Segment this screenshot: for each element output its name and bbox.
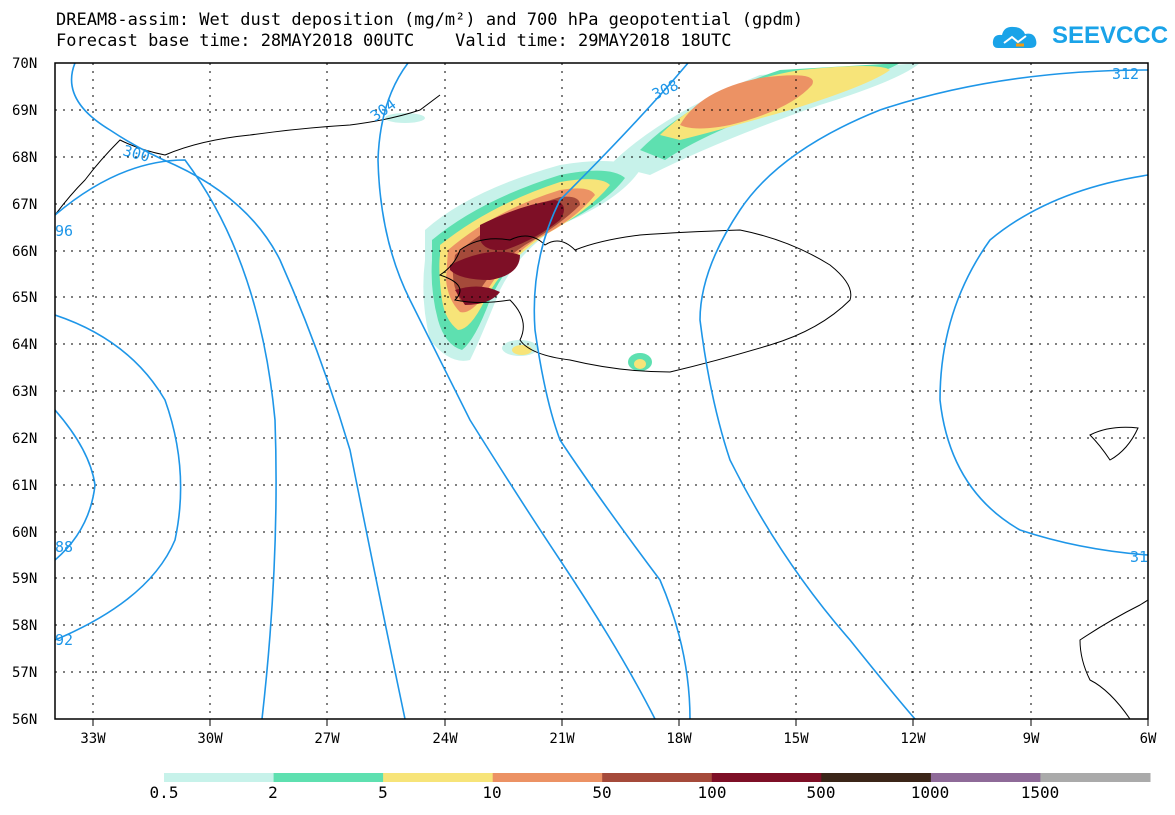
- colorbar-label: 100: [697, 783, 727, 802]
- colorbar-label: 10: [482, 783, 502, 802]
- lat-label: 62N: [12, 431, 37, 447]
- coastlines: [55, 94, 1148, 719]
- colorbar-label: 5: [378, 783, 388, 802]
- lat-label: 59N: [12, 571, 37, 587]
- logo-text: SEEVCCC: [1052, 22, 1169, 49]
- lat-label: 70N: [12, 56, 37, 72]
- colorbar-swatch: [383, 773, 494, 782]
- map-frame: [54, 62, 1149, 720]
- colorbar-label: 500: [806, 783, 836, 802]
- colorbar-label: 1000: [910, 783, 950, 802]
- title-line-2: Forecast base time: 28MAY2018 00UTC Vali…: [56, 31, 732, 51]
- colorbar-label: 0.5: [149, 783, 179, 802]
- lat-label: 67N: [12, 197, 37, 213]
- colorbar-swatch: [1040, 773, 1151, 782]
- colorbar-swatch: [164, 773, 275, 782]
- lat-label: 65N: [12, 290, 37, 306]
- lon-label: 9W: [1023, 731, 1040, 747]
- lon-label: 6W: [1140, 731, 1157, 747]
- lat-label: 57N: [12, 665, 37, 681]
- lat-label: 58N: [12, 618, 37, 634]
- contour-label-92: 92: [55, 631, 73, 649]
- colorbar-swatch: [711, 773, 822, 782]
- geopotential-contours: [55, 63, 1148, 719]
- colorbar-label: 2: [268, 783, 278, 802]
- lon-label: 33W: [80, 731, 106, 747]
- lat-label: 68N: [12, 150, 37, 166]
- latitude-labels: 70N 69N 68N 67N 66N 65N 64N 63N 62N 61N …: [12, 56, 37, 728]
- contour-label-88: 88: [55, 538, 73, 556]
- lon-label: 18W: [666, 731, 692, 747]
- colorbar-swatch: [821, 773, 932, 782]
- lon-label: 30W: [197, 731, 223, 747]
- lon-label: 12W: [900, 731, 926, 747]
- colorbar-swatch: [930, 773, 1041, 782]
- longitude-labels: 33W 30W 27W 24W 21W 18W 15W 12W 9W 6W: [80, 731, 1157, 747]
- dust-deposition-field: [385, 63, 920, 371]
- colorbar-swatch: [492, 773, 603, 782]
- colorbar-swatch: [273, 773, 384, 782]
- lon-label: 21W: [549, 731, 575, 747]
- greenland-coast: [55, 94, 441, 216]
- seevccc-logo-icon: [992, 26, 1037, 48]
- scotland-coast: [1079, 599, 1148, 719]
- lat-label: 66N: [12, 244, 37, 260]
- lat-label: 63N: [12, 384, 37, 400]
- axis-ticks: [92, 719, 1149, 726]
- lon-label: 15W: [783, 731, 809, 747]
- colorbar-label: 1500: [1020, 783, 1060, 802]
- lon-label: 24W: [432, 731, 458, 747]
- title-line-1: DREAM8-assim: Wet dust deposition (mg/m²…: [56, 10, 804, 30]
- lon-label: 27W: [314, 731, 340, 747]
- contour-label-96: 96: [55, 222, 73, 240]
- colorbar-swatch: [602, 773, 713, 782]
- lat-label: 64N: [12, 337, 37, 353]
- lat-label: 60N: [12, 525, 37, 541]
- lat-label: 61N: [12, 478, 37, 494]
- lat-label: 69N: [12, 103, 37, 119]
- faroe-coast: [1089, 426, 1139, 461]
- colorbar: [164, 773, 1151, 782]
- contour-label-312: 312: [1112, 65, 1139, 83]
- lat-label: 56N: [12, 712, 37, 728]
- contour-label-31: 31: [1130, 548, 1148, 566]
- iceland-coast: [438, 229, 852, 373]
- graticule: [55, 63, 1148, 719]
- colorbar-label: 50: [592, 783, 612, 802]
